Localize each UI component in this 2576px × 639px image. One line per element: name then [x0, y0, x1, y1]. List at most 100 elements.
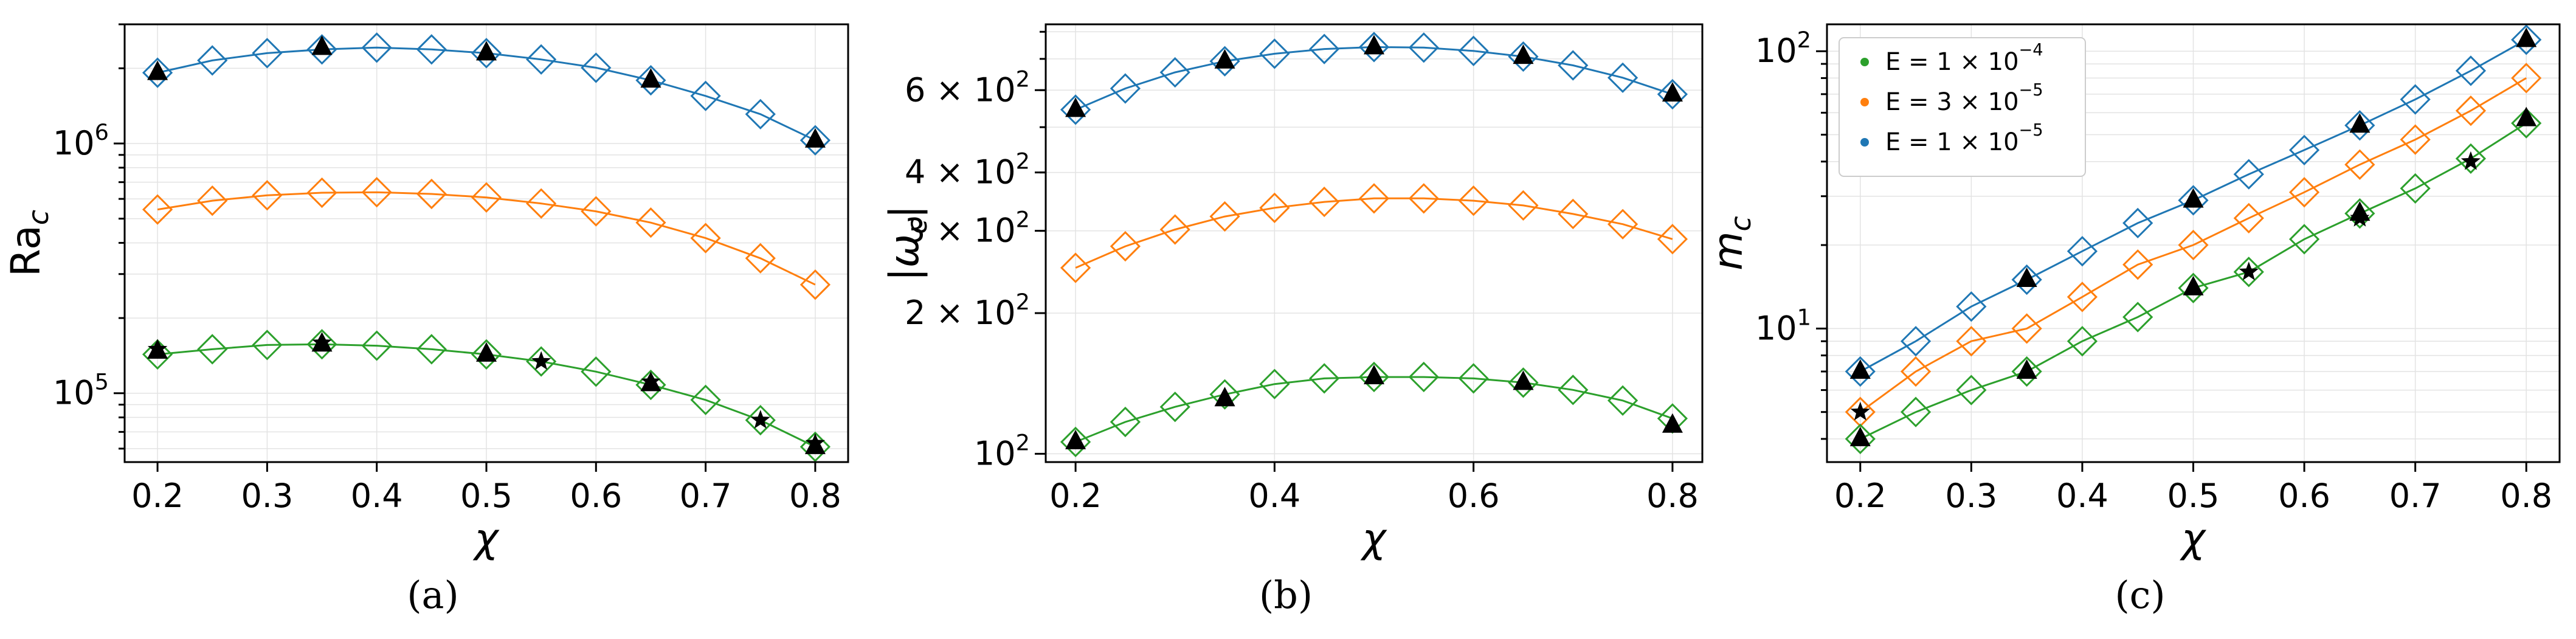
data-point-orange — [1458, 185, 1489, 216]
data-point-orange — [1607, 209, 1638, 240]
data-point-blue — [1845, 356, 1876, 387]
y-tick-label: 105 — [53, 369, 109, 412]
data-point-orange — [1956, 326, 1987, 357]
reference-triangle — [2016, 268, 2037, 288]
y-tick-label: 2 × 102 — [905, 289, 1030, 332]
reference-triangle — [476, 41, 497, 61]
data-point-blue — [1607, 62, 1638, 93]
x-tick-label: 0.6 — [1448, 477, 1500, 515]
x-tick-label: 0.8 — [1646, 477, 1699, 515]
data-point-orange — [1309, 186, 1340, 218]
data-point-orange — [2122, 249, 2153, 280]
y-tick-label: 101 — [1755, 304, 1811, 347]
data-point-blue — [252, 38, 283, 69]
reference-star — [2350, 207, 2370, 227]
data-point-green — [1060, 426, 1091, 458]
data-point-blue — [2455, 55, 2487, 86]
data-point-orange — [1408, 183, 1439, 214]
data-point-blue — [1900, 326, 1932, 357]
reference-triangle — [1849, 359, 1871, 379]
data-point-green — [306, 329, 337, 360]
reference-triangle — [1364, 365, 1384, 385]
data-point-green — [1159, 392, 1190, 423]
data-point-blue — [2178, 185, 2209, 216]
data-point-green — [1309, 363, 1340, 394]
x-tick-label: 0.7 — [680, 477, 732, 515]
data-point-green — [2344, 198, 2375, 229]
reference-triangle — [1662, 413, 1683, 433]
data-point-blue — [2400, 84, 2431, 115]
data-point-orange — [581, 196, 612, 227]
data-point-blue — [416, 34, 447, 65]
legend-marker-blue — [1860, 138, 1869, 147]
reference-triangle — [2183, 188, 2204, 208]
series-line-blue — [1075, 46, 1673, 111]
reference-star — [750, 410, 770, 429]
data-point-blue — [1259, 38, 1290, 69]
x-tick-label: 0.8 — [2500, 477, 2552, 515]
data-point-blue — [142, 57, 173, 88]
reference-triangle — [2516, 27, 2537, 47]
panel-b: 0.2 0.4 0.6 0.8 102 2 × 102 3 × 102 4 × 102 6 × … — [881, 23, 1704, 562]
series-line-orange — [1859, 77, 2527, 413]
y-tick-label: 3 × 102 — [905, 207, 1030, 250]
data-point-orange — [2455, 95, 2487, 126]
data-point-orange — [252, 180, 283, 211]
data-point-orange — [2288, 177, 2320, 208]
data-point-orange — [471, 182, 502, 213]
x-axis-label: χ — [1360, 515, 1387, 562]
data-point-orange — [2344, 149, 2375, 180]
data-point-blue — [690, 80, 721, 111]
x-tick-label: 0.4 — [2056, 477, 2108, 515]
x-axis-label: χ — [2180, 515, 2207, 562]
legend-marker-green — [1860, 58, 1869, 66]
data-point-orange — [690, 223, 721, 254]
data-point-orange — [2178, 229, 2209, 261]
data-point-blue — [2011, 264, 2042, 295]
legend-marker-orange — [1860, 98, 1869, 106]
data-point-blue — [1358, 32, 1390, 63]
data-point-green — [2011, 356, 2042, 387]
x-tick-label: 0.5 — [460, 477, 513, 515]
data-point-blue — [1309, 33, 1340, 64]
data-point-blue — [2511, 24, 2542, 55]
reference-triangle — [147, 60, 168, 80]
data-point-blue — [2233, 159, 2264, 190]
data-point-blue — [2344, 110, 2375, 141]
reference-triangle — [2349, 113, 2371, 133]
data-point-blue — [1159, 57, 1190, 88]
data-point-blue — [197, 45, 228, 76]
reference-triangle — [1364, 35, 1384, 55]
data-point-green — [1110, 406, 1141, 438]
data-point-orange — [416, 178, 447, 210]
data-point-blue — [1209, 46, 1240, 77]
data-point-green — [1508, 367, 1539, 398]
reference-triangle — [1513, 44, 1534, 64]
data-point-orange — [799, 269, 831, 300]
data-point-orange — [1358, 183, 1390, 214]
y-axis-label: |ωc| — [881, 205, 933, 281]
x-tick-label: 0.6 — [2278, 477, 2330, 515]
data-point-orange — [197, 185, 228, 216]
reference-star — [805, 433, 826, 452]
y-tick-label: 102 — [1755, 27, 1811, 70]
data-point-orange — [361, 177, 392, 208]
data-point-green — [745, 404, 776, 436]
reference-star — [312, 333, 332, 351]
reference-triangle — [1065, 97, 1086, 117]
data-point-blue — [1508, 41, 1539, 72]
y-tick-label: 6 × 102 — [905, 66, 1030, 109]
reference-triangle — [311, 35, 333, 55]
reference-triangle — [804, 128, 826, 148]
data-point-green — [142, 339, 173, 370]
data-point-green — [361, 330, 392, 361]
panel-a-label: (a) — [407, 573, 458, 617]
data-point-orange — [1209, 201, 1240, 232]
panel-c-label: (c) — [2115, 573, 2165, 617]
panel-b-label: (b) — [1259, 573, 1313, 617]
data-point-orange — [635, 207, 666, 238]
data-point-green — [1900, 396, 1932, 427]
data-point-green — [1956, 375, 1987, 406]
data-point-green — [2455, 143, 2487, 174]
